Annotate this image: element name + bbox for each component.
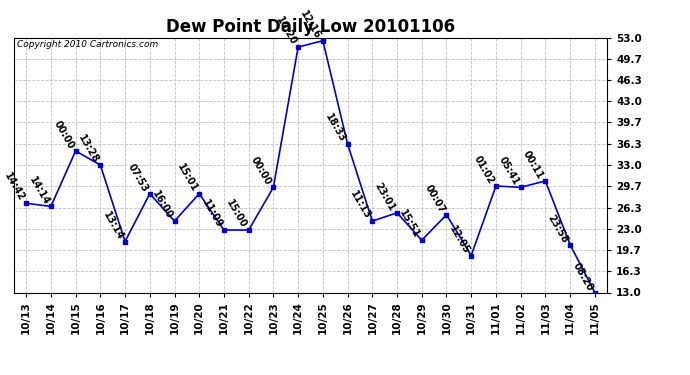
Text: 15:00: 15:00 (224, 198, 248, 230)
Text: 00:07: 00:07 (422, 183, 446, 215)
Text: 00:11: 00:11 (521, 149, 545, 181)
Text: 11:13: 11:13 (348, 189, 373, 221)
Text: 13:14: 13:14 (101, 210, 125, 242)
Text: 23:01: 23:01 (373, 181, 397, 213)
Text: 12:05: 12:05 (447, 224, 471, 255)
Text: 23:58: 23:58 (546, 213, 570, 245)
Text: Copyright 2010 Cartronics.com: Copyright 2010 Cartronics.com (17, 40, 158, 49)
Text: 14:14: 14:14 (27, 175, 51, 206)
Text: 08:20: 08:20 (571, 261, 595, 292)
Text: 14:42: 14:42 (2, 171, 26, 203)
Text: 05:41: 05:41 (497, 156, 521, 188)
Text: 00:00: 00:00 (52, 119, 76, 151)
Text: 07:53: 07:53 (126, 162, 150, 194)
Text: 12:16: 12:16 (299, 9, 323, 41)
Text: 01:02: 01:02 (472, 154, 496, 186)
Text: 16:00: 16:00 (150, 189, 175, 221)
Text: 11:09: 11:09 (200, 198, 224, 230)
Text: 13:28: 13:28 (76, 133, 100, 165)
Text: 15:01: 15:01 (175, 162, 199, 194)
Text: 10:20: 10:20 (274, 15, 298, 47)
Text: 18:33: 18:33 (324, 112, 348, 144)
Title: Dew Point Daily Low 20101106: Dew Point Daily Low 20101106 (166, 18, 455, 36)
Text: 00:00: 00:00 (249, 156, 273, 188)
Text: 15:51: 15:51 (397, 209, 422, 240)
